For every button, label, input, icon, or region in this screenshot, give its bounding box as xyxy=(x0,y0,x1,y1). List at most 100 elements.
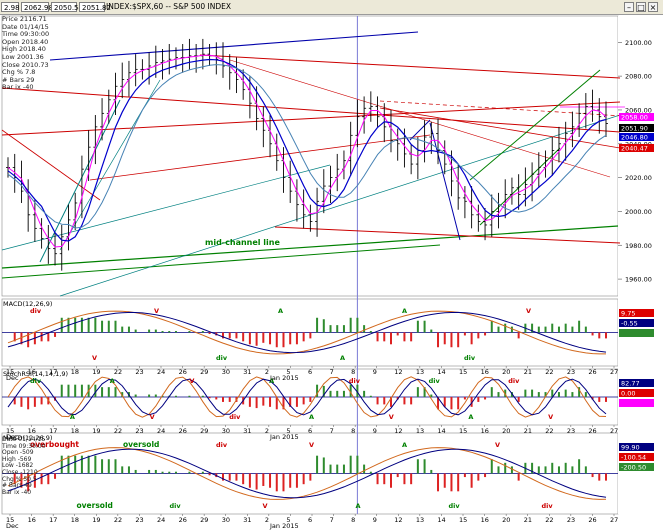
indicator-annotation: A xyxy=(269,377,274,385)
channel-line xyxy=(429,122,461,241)
x-tick-label: 18 xyxy=(71,516,79,524)
x-tick-label: 15 xyxy=(6,516,14,524)
signal-line xyxy=(7,376,607,418)
x-tick-label: 9 xyxy=(373,368,377,376)
info-row: Bar ix -40 xyxy=(2,488,32,496)
window-title: INDEX:$SPX,60 -- S&P 500 INDEX xyxy=(106,2,231,11)
indicator-annotation: div xyxy=(229,413,241,421)
y-tick-label: 2000.00 xyxy=(625,208,652,216)
x-tick-label: 19 xyxy=(92,516,100,524)
x-tick-label: 16 xyxy=(481,368,489,376)
y-tick-label: 2080.00 xyxy=(625,73,652,81)
indicator-annotation: div xyxy=(449,502,461,510)
x-tick-label: 29 xyxy=(200,427,208,435)
x-tick-label: 18 xyxy=(71,427,79,435)
x-tick-label: 30 xyxy=(222,368,230,376)
info-row: Bar ix -40 xyxy=(2,83,34,92)
x-tick-label: 29 xyxy=(200,368,208,376)
indicator-annotation: A xyxy=(309,413,314,421)
indicator-value-tag xyxy=(619,319,654,327)
x-tick-label: 6 xyxy=(308,427,312,435)
toolbar-field-1: 2.98 xyxy=(1,2,20,12)
indicator-annotation: oversold xyxy=(77,501,113,510)
x-tick-label: 5 xyxy=(286,368,290,376)
x-tick-label: 5 xyxy=(286,516,290,524)
channel-line xyxy=(89,134,431,181)
x-tick-label: 9 xyxy=(373,427,377,435)
indicator-annotation: V xyxy=(389,413,394,421)
x-tick-label: 14 xyxy=(437,427,445,435)
x-tick-month: Dec xyxy=(6,433,19,441)
indicator-annotation: V xyxy=(189,377,194,385)
x-tick-label: 15 xyxy=(459,516,467,524)
price-tag-label: 2051.90 xyxy=(621,125,648,133)
indicator-annotation: A xyxy=(402,307,407,315)
moving-average-line xyxy=(7,64,607,229)
info-row: High 2018.40 xyxy=(2,45,46,54)
toolbar-field-2: 2062.98 xyxy=(21,2,53,12)
channel-line xyxy=(199,54,621,79)
indicator-annotation: overbought xyxy=(30,440,79,449)
indicator-annotation: V xyxy=(309,441,314,449)
info-row: Low -1682 xyxy=(2,462,34,470)
x-tick-label: 19 xyxy=(92,368,100,376)
indicator-value-tag xyxy=(619,329,654,337)
x-tick-label: 20 xyxy=(502,368,510,376)
indicator-annotation: A xyxy=(110,377,115,385)
x-tick-label: 22 xyxy=(114,368,122,376)
indicator-line xyxy=(7,311,607,354)
info-row: Date 01/14/15 xyxy=(2,436,46,443)
maximize-icon[interactable]: □ xyxy=(636,2,646,12)
channel-line xyxy=(1,129,101,201)
x-tick-month: Jan 2015 xyxy=(269,522,299,530)
x-tick-label: 21 xyxy=(524,368,532,376)
indicator-annotation: A xyxy=(356,502,361,510)
x-tick-label: 31 xyxy=(243,368,251,376)
x-tick-month: Jan 2015 xyxy=(269,433,299,441)
indicator-annotation: oversold xyxy=(123,440,159,449)
x-tick-label: 22 xyxy=(545,516,553,524)
signal-line xyxy=(7,447,607,500)
x-tick-label: 9 xyxy=(373,516,377,524)
x-tick-label: 26 xyxy=(179,368,187,376)
channel-line xyxy=(274,226,621,244)
price-tag-label: 2046.80 xyxy=(621,134,648,142)
indicator-annotation: div xyxy=(216,441,228,449)
info-row: Close 2010.73 xyxy=(2,60,49,69)
x-tick-label: 8 xyxy=(351,368,355,376)
x-tick-label: 16 xyxy=(28,427,36,435)
indicator-annotation: div xyxy=(542,502,554,510)
x-tick-label: 26 xyxy=(179,427,187,435)
close-icon[interactable]: × xyxy=(648,2,658,12)
info-row: High -569 xyxy=(2,455,32,463)
indicator-annotation: div xyxy=(464,354,476,362)
channel-line xyxy=(1,225,619,269)
indicator-annotation: div xyxy=(429,377,441,385)
x-tick-label: 22 xyxy=(114,427,122,435)
indicator-annotation: V xyxy=(526,307,531,315)
x-tick-label: 7 xyxy=(330,368,334,376)
info-row: Date 01/14/15 xyxy=(2,22,49,31)
indicator-annotation: V xyxy=(548,413,553,421)
x-tick-label: 26 xyxy=(588,427,596,435)
x-tick-label: 12 xyxy=(394,368,402,376)
indicator-annotation: V xyxy=(495,441,500,449)
x-tick-label: 21 xyxy=(524,427,532,435)
price-tag xyxy=(619,144,654,152)
price-tag-label: 2058.00 xyxy=(621,114,648,122)
indicator-value-label: 99.90 xyxy=(621,444,640,452)
indicator-value-label: 82.77 xyxy=(621,380,640,388)
indicator-line xyxy=(7,448,607,499)
indicator-value-tag xyxy=(619,453,654,461)
x-tick-label: 16 xyxy=(28,368,36,376)
x-tick-label: 8 xyxy=(351,427,355,435)
minimize-icon[interactable]: – xyxy=(624,2,634,12)
indicator-title: MACD(12,26,9) xyxy=(3,300,52,308)
x-tick-label: 14 xyxy=(437,368,445,376)
moving-average-line xyxy=(7,54,607,248)
chart-canvas: 2100.002080.002060.002040.002020.002000.… xyxy=(1,15,663,530)
indicator-value-tag xyxy=(619,463,654,471)
x-tick-label: 29 xyxy=(200,516,208,524)
info-row: Close -1210 xyxy=(2,468,38,476)
price-panel xyxy=(1,15,619,297)
